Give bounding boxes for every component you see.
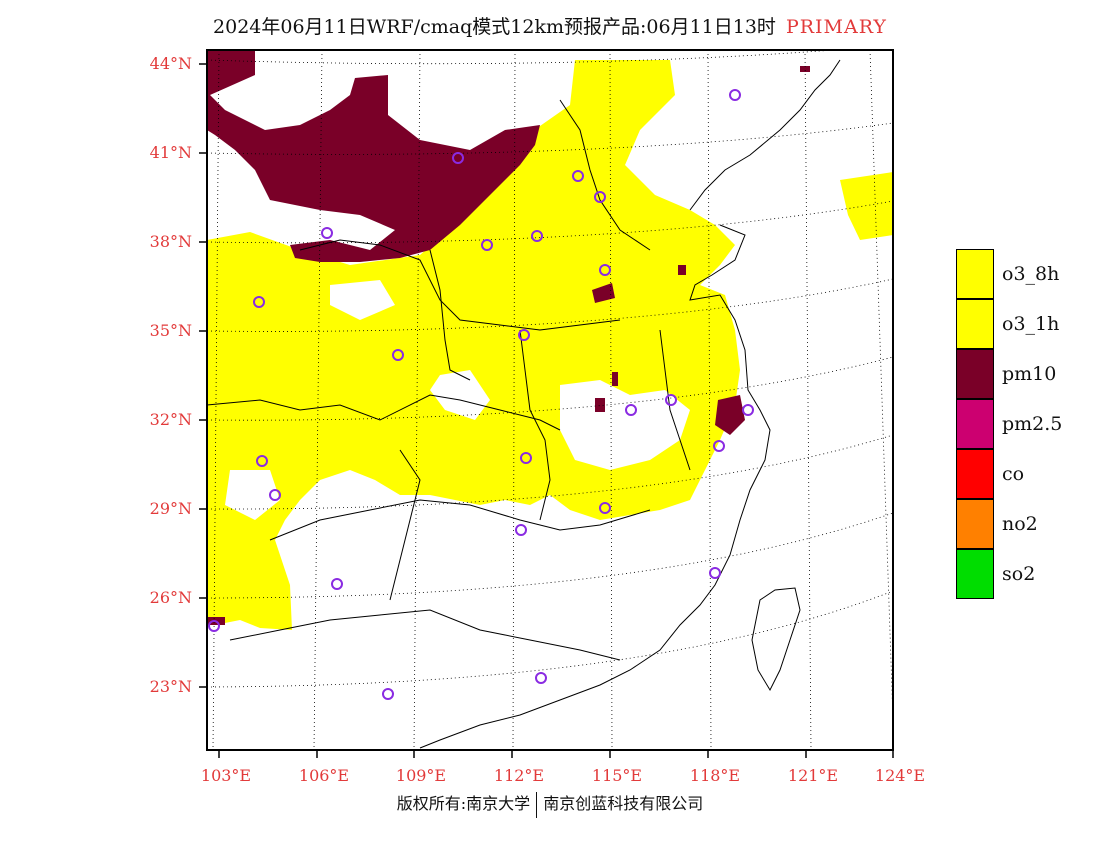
legend-swatch bbox=[956, 349, 994, 399]
station-marker bbox=[269, 489, 281, 501]
legend-swatch bbox=[956, 549, 994, 599]
tick-marks bbox=[199, 63, 894, 758]
pm10-patch-d bbox=[800, 66, 810, 72]
title-main: 2024年06月11日WRF/cmaq模式12km预报产品:06月11日13时 bbox=[213, 16, 776, 38]
lon-label-103: 103°E bbox=[200, 766, 252, 785]
pm10-patch-a bbox=[595, 398, 605, 412]
copyright-footer: 版权所有:南京大学 南京创蓝科技有限公司 bbox=[0, 790, 1100, 818]
lat-label-35: 35°N bbox=[149, 321, 192, 340]
station-marker bbox=[599, 502, 611, 514]
station-marker bbox=[392, 349, 404, 361]
copyright-right: 南京创蓝科技有限公司 bbox=[543, 794, 704, 813]
lat-label-41: 41°N bbox=[149, 143, 192, 162]
station-marker bbox=[625, 404, 637, 416]
station-marker bbox=[535, 672, 547, 684]
station-marker bbox=[572, 170, 584, 182]
station-marker bbox=[599, 264, 611, 276]
legend-swatch bbox=[956, 249, 994, 299]
station-marker bbox=[515, 524, 527, 536]
lat-label-23: 23°N bbox=[149, 677, 192, 696]
lat-label-26: 26°N bbox=[149, 588, 192, 607]
legend-label: pm10 bbox=[1002, 363, 1057, 385]
lon-label-115: 115°E bbox=[591, 766, 643, 785]
lon-label-106: 106°E bbox=[298, 766, 350, 785]
legend-label: o3_8h bbox=[1002, 263, 1060, 285]
clean-area-southwest bbox=[225, 470, 280, 520]
pm10-patch-shandong bbox=[592, 283, 615, 303]
station-marker bbox=[256, 455, 268, 467]
lon-label-112: 112°E bbox=[493, 766, 545, 785]
station-marker bbox=[713, 440, 725, 452]
footer-separator bbox=[536, 791, 538, 818]
lat-label-32: 32°N bbox=[149, 410, 192, 429]
legend-swatch bbox=[956, 449, 994, 499]
chart-title: 2024年06月11日WRF/cmaq模式12km预报产品:06月11日13时 P… bbox=[0, 12, 1100, 39]
station-marker bbox=[531, 230, 543, 242]
legend-label: co bbox=[1002, 463, 1025, 485]
map-layers bbox=[207, 50, 893, 750]
map-frame bbox=[206, 49, 894, 751]
station-markers bbox=[208, 89, 754, 700]
lat-label-44: 44°N bbox=[149, 54, 192, 73]
ozone-region-northeast bbox=[840, 172, 893, 240]
legend-label: o3_1h bbox=[1002, 313, 1060, 335]
station-marker bbox=[382, 688, 394, 700]
title-tag: PRIMARY bbox=[785, 16, 887, 38]
clean-area-north bbox=[330, 280, 395, 320]
station-marker bbox=[742, 404, 754, 416]
station-marker bbox=[208, 620, 220, 632]
station-marker bbox=[481, 239, 493, 251]
pm10-patch-delta bbox=[715, 395, 745, 435]
pm10-region bbox=[207, 50, 540, 262]
lon-label-118: 118°E bbox=[689, 766, 741, 785]
lon-label-124: 124°E bbox=[874, 766, 926, 785]
pm10-patch-c bbox=[678, 265, 686, 275]
lat-label-38: 38°N bbox=[149, 232, 192, 251]
graticule bbox=[207, 50, 893, 750]
station-marker bbox=[709, 567, 721, 579]
station-marker bbox=[321, 227, 333, 239]
station-marker bbox=[520, 452, 532, 464]
legend-label: pm2.5 bbox=[1002, 413, 1063, 435]
copyright-left: 版权所有:南京大学 bbox=[396, 794, 531, 813]
station-marker bbox=[665, 394, 677, 406]
legend-swatch bbox=[956, 299, 994, 349]
lat-label-29: 29°N bbox=[149, 499, 192, 518]
station-marker bbox=[452, 152, 464, 164]
clean-area-central bbox=[430, 370, 490, 420]
pm10-patch-b bbox=[612, 372, 618, 386]
station-marker bbox=[594, 191, 606, 203]
ozone-region bbox=[207, 60, 740, 630]
legend-swatch bbox=[956, 499, 994, 549]
station-marker bbox=[331, 578, 343, 590]
station-marker bbox=[253, 296, 265, 308]
lon-label-109: 109°E bbox=[395, 766, 447, 785]
legend-swatch bbox=[956, 399, 994, 449]
legend-label: no2 bbox=[1002, 513, 1038, 535]
lon-label-121: 121°E bbox=[787, 766, 839, 785]
clean-area-east bbox=[560, 380, 690, 470]
station-marker bbox=[518, 329, 530, 341]
legend-label: so2 bbox=[1002, 563, 1036, 585]
station-marker bbox=[729, 89, 741, 101]
